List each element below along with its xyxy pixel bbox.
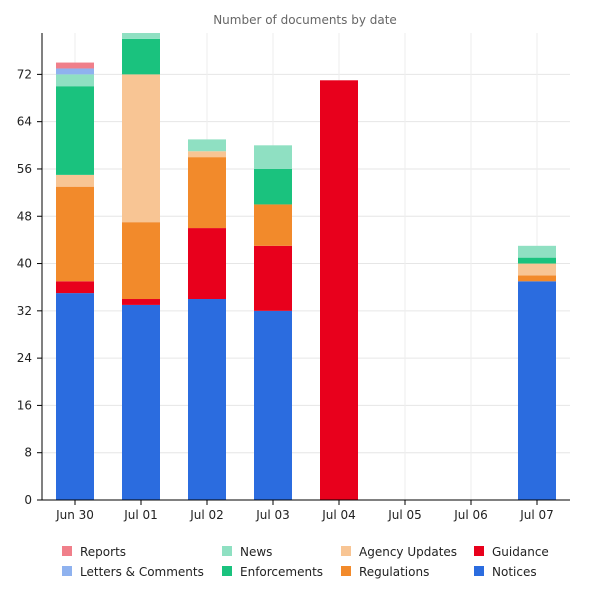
bar-segment-guidance-jun-30[interactable]	[56, 281, 94, 294]
bar-segment-guidance-jul-04[interactable]	[320, 80, 358, 500]
legend-item-agency-updates[interactable]: Agency Updates	[341, 545, 457, 559]
bar-segment-agency-updates-jul-07[interactable]	[518, 263, 556, 276]
bar-segment-guidance-jul-02[interactable]	[188, 228, 226, 300]
legend: Reports News Agency Updates Guidance Letters…	[62, 545, 549, 579]
legend-label: Notices	[492, 565, 537, 579]
legend-swatch-news	[222, 546, 232, 556]
bar-segment-news-jul-02[interactable]	[188, 139, 226, 152]
bar-segment-news-jun-30[interactable]	[56, 74, 94, 87]
x-tick-labels: Jun 30 Jul 01 Jul 02 Jul 03 Jul 04 Jul 05 Jul …	[55, 508, 554, 522]
bar-segment-enforcements-jul-01[interactable]	[122, 38, 160, 75]
bar-segment-notices-jul-07[interactable]	[518, 281, 556, 500]
legend-item-notices[interactable]: Notices	[474, 565, 537, 579]
x-tick-label: Jul 02	[189, 508, 224, 522]
bar-segment-regulations-jun-30[interactable]	[56, 186, 94, 282]
legend-label: Regulations	[359, 565, 429, 579]
bar-segment-reports-jun-30[interactable]	[56, 62, 94, 69]
y-tick-labels: 0 8 16 24 32 40 48 56 64 72	[17, 67, 32, 507]
y-tick-label: 8	[24, 446, 32, 460]
x-tick-label: Jul 01	[123, 508, 158, 522]
bar-segment-regulations-jul-02[interactable]	[188, 157, 226, 229]
y-tick-label: 72	[17, 67, 32, 81]
bar-segment-agency-updates-jul-02[interactable]	[188, 151, 226, 158]
y-tick-label: 40	[17, 257, 32, 271]
bar-segment-regulations-jul-01[interactable]	[122, 222, 160, 300]
y-tick-label: 56	[17, 162, 32, 176]
x-tick-label: Jul 03	[255, 508, 290, 522]
legend-item-letters-and-comments[interactable]: Letters & Comments	[62, 565, 204, 579]
legend-swatch-regulations	[341, 566, 351, 576]
legend-item-enforcements[interactable]: Enforcements	[222, 565, 323, 579]
bar-segment-news-jul-07[interactable]	[518, 245, 556, 258]
axes	[37, 33, 570, 505]
legend-swatch-guidance	[474, 546, 484, 556]
x-tick-label: Jun 30	[55, 508, 94, 522]
bar-segment-news-jul-03[interactable]	[254, 145, 292, 169]
bar-segment-guidance-jul-03[interactable]	[254, 245, 292, 311]
y-tick-label: 32	[17, 304, 32, 318]
y-tick-label: 64	[17, 115, 32, 129]
y-tick-label: 16	[17, 398, 32, 412]
bar-segment-enforcements-jul-03[interactable]	[254, 168, 292, 205]
legend-label: Letters & Comments	[80, 565, 204, 579]
chart-title: Number of documents by date	[213, 13, 397, 27]
legend-label: News	[240, 545, 272, 559]
bar-segment-news-jul-01[interactable]	[122, 33, 160, 39]
bar-segment-notices-jun-30[interactable]	[56, 293, 94, 500]
bar-segment-agency-updates-jun-30[interactable]	[56, 174, 94, 187]
legend-swatch-enforcements	[222, 566, 232, 576]
x-tick-label: Jul 07	[519, 508, 554, 522]
legend-label: Agency Updates	[359, 545, 457, 559]
y-tick-label: 48	[17, 209, 32, 223]
grid-lines	[42, 33, 570, 500]
legend-swatch-agency-updates	[341, 546, 351, 556]
bar-segment-regulations-jul-07[interactable]	[518, 275, 556, 282]
legend-item-guidance[interactable]: Guidance	[474, 545, 549, 559]
bar-segment-agency-updates-jul-01[interactable]	[122, 74, 160, 223]
bar-segment-letters-and-comments-jun-30[interactable]	[56, 68, 94, 75]
legend-swatch-notices	[474, 566, 484, 576]
x-tick-label: Jul 06	[453, 508, 488, 522]
bar-segment-enforcements-jun-30[interactable]	[56, 86, 94, 175]
bars	[56, 33, 556, 500]
legend-label: Enforcements	[240, 565, 323, 579]
x-tick-label: Jul 05	[387, 508, 422, 522]
bar-segment-guidance-jul-01[interactable]	[122, 299, 160, 305]
legend-item-news[interactable]: News	[222, 545, 272, 559]
legend-item-regulations[interactable]: Regulations	[341, 565, 429, 579]
legend-label: Guidance	[492, 545, 549, 559]
legend-swatch-reports	[62, 546, 72, 556]
y-tick-label: 0	[24, 493, 32, 507]
bar-segment-notices-jul-02[interactable]	[188, 299, 226, 500]
bar-segment-enforcements-jul-07[interactable]	[518, 257, 556, 264]
bar-segment-regulations-jul-03[interactable]	[254, 204, 292, 246]
bar-segment-notices-jul-03[interactable]	[254, 310, 292, 500]
y-tick-label: 24	[17, 351, 32, 365]
legend-label: Reports	[80, 545, 126, 559]
legend-swatch-letters-and-comments	[62, 566, 72, 576]
bar-segment-notices-jul-01[interactable]	[122, 304, 160, 500]
legend-item-reports[interactable]: Reports	[62, 545, 126, 559]
x-tick-label: Jul 04	[321, 508, 356, 522]
